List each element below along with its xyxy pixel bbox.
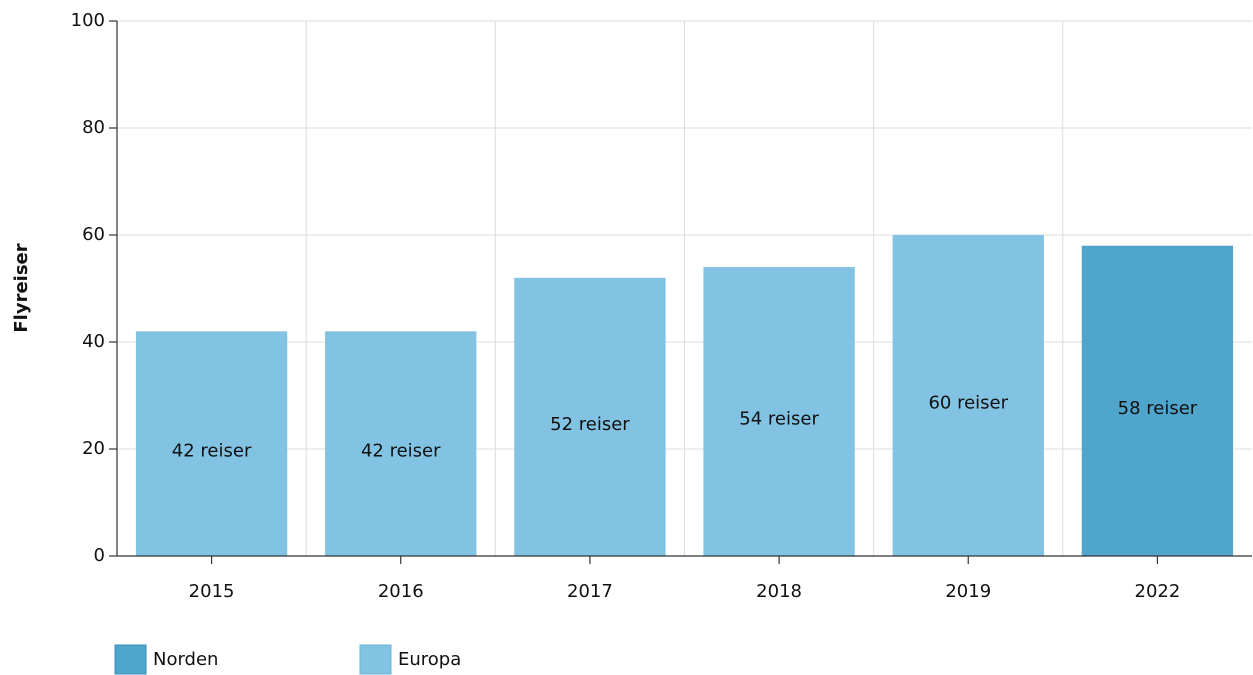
y-tick-label: 60 bbox=[82, 224, 105, 245]
data-label: 54 reiser bbox=[739, 409, 819, 430]
data-label: 60 reiser bbox=[928, 393, 1008, 414]
x-tick-label: 2016 bbox=[378, 581, 424, 602]
legend-label: Europa bbox=[398, 649, 461, 670]
data-label: 58 reiser bbox=[1118, 398, 1198, 419]
y-tick-label: 0 bbox=[94, 545, 105, 566]
legend-swatch bbox=[359, 644, 392, 675]
y-tick-label: 100 bbox=[71, 10, 105, 31]
bar bbox=[514, 277, 666, 556]
y-tick-label: 80 bbox=[82, 117, 105, 138]
y-tick-label: 20 bbox=[82, 438, 105, 459]
legend-swatch bbox=[114, 644, 147, 675]
x-tick-label: 2018 bbox=[756, 581, 802, 602]
bar bbox=[135, 331, 288, 556]
data-label: 42 reiser bbox=[172, 441, 252, 462]
x-tick-label: 2019 bbox=[945, 581, 991, 602]
x-tick-label: 2022 bbox=[1135, 581, 1181, 602]
bar bbox=[703, 267, 855, 556]
y-axis-label: Flyreiser bbox=[11, 243, 32, 332]
data-label: 52 reiser bbox=[550, 414, 630, 435]
x-tick-label: 2015 bbox=[189, 581, 235, 602]
x-tick-label: 2017 bbox=[567, 581, 613, 602]
bar bbox=[1081, 245, 1234, 556]
legend-label: Norden bbox=[153, 649, 218, 670]
bar bbox=[325, 331, 477, 556]
data-label: 42 reiser bbox=[361, 441, 441, 462]
bar bbox=[892, 235, 1044, 556]
y-tick-label: 40 bbox=[82, 331, 105, 352]
